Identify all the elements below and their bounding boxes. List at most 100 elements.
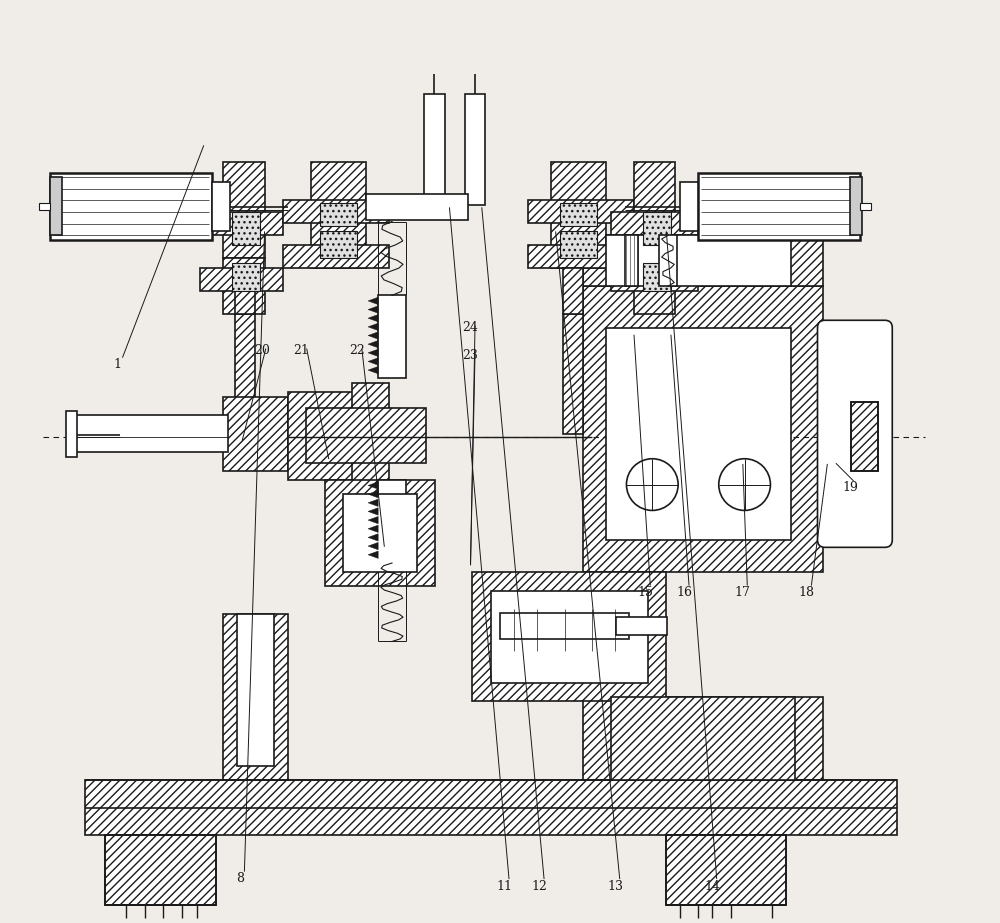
Polygon shape — [368, 323, 378, 330]
Bar — [320, 203, 357, 226]
Bar — [50, 177, 62, 235]
Bar — [616, 617, 667, 635]
Bar — [851, 402, 878, 471]
Text: 24: 24 — [463, 321, 478, 334]
Circle shape — [626, 459, 678, 510]
Bar — [680, 182, 698, 231]
Bar — [200, 212, 283, 235]
Bar — [823, 323, 888, 545]
Polygon shape — [368, 499, 378, 507]
Bar — [424, 94, 445, 205]
Bar — [105, 835, 216, 905]
Bar — [823, 323, 888, 545]
Polygon shape — [368, 306, 378, 313]
Bar — [491, 591, 648, 683]
Text: 21: 21 — [294, 344, 309, 357]
Bar — [583, 286, 823, 572]
Bar — [659, 235, 677, 286]
Polygon shape — [368, 366, 378, 374]
Polygon shape — [368, 543, 378, 550]
Text: 12: 12 — [532, 880, 548, 893]
Bar — [850, 177, 862, 235]
Bar — [212, 182, 230, 231]
Circle shape — [719, 459, 770, 510]
Bar — [851, 402, 878, 471]
Text: 23: 23 — [463, 349, 478, 362]
Bar — [606, 328, 791, 540]
Polygon shape — [368, 341, 378, 348]
Bar — [311, 162, 366, 268]
Text: 15: 15 — [638, 586, 654, 599]
Bar — [634, 162, 675, 258]
Bar — [325, 480, 435, 586]
Polygon shape — [368, 332, 378, 340]
Bar — [625, 235, 638, 286]
Bar — [232, 263, 260, 291]
Polygon shape — [368, 508, 378, 515]
FancyBboxPatch shape — [818, 320, 892, 547]
Text: 1: 1 — [113, 358, 121, 371]
Polygon shape — [368, 490, 378, 497]
Bar — [283, 245, 389, 268]
Bar — [237, 614, 274, 766]
Bar — [551, 162, 606, 268]
Bar — [465, 94, 485, 205]
Polygon shape — [368, 517, 378, 524]
Text: 19: 19 — [843, 481, 859, 494]
Bar — [611, 212, 698, 235]
Bar — [500, 613, 629, 639]
Text: 14: 14 — [704, 880, 720, 893]
Bar — [563, 268, 583, 314]
Polygon shape — [368, 551, 378, 558]
Bar — [666, 835, 786, 905]
Bar — [698, 173, 860, 240]
Bar — [583, 697, 823, 780]
Bar — [39, 203, 50, 210]
Bar — [378, 295, 406, 378]
Bar — [563, 314, 583, 434]
Bar — [606, 235, 791, 286]
Bar — [85, 780, 897, 835]
Text: 16: 16 — [677, 586, 693, 599]
Bar — [235, 291, 255, 314]
Bar — [288, 392, 366, 480]
Bar — [320, 231, 357, 258]
Polygon shape — [368, 525, 378, 533]
Polygon shape — [368, 297, 378, 305]
Bar — [611, 697, 795, 780]
Bar — [50, 173, 212, 240]
Bar — [643, 212, 671, 245]
Bar — [223, 614, 288, 780]
Bar — [352, 383, 389, 485]
Bar — [283, 200, 389, 223]
Text: 20: 20 — [254, 344, 270, 357]
Bar — [643, 263, 671, 291]
Bar — [472, 572, 666, 701]
Text: 13: 13 — [607, 880, 623, 893]
Bar — [528, 200, 634, 223]
Bar — [232, 212, 260, 245]
Text: 17: 17 — [735, 586, 751, 599]
Bar — [223, 258, 265, 314]
Bar — [366, 194, 468, 220]
Bar — [105, 835, 216, 905]
Bar — [223, 162, 265, 258]
Bar — [223, 397, 288, 471]
Bar — [343, 494, 417, 572]
Bar — [378, 480, 406, 563]
Polygon shape — [368, 349, 378, 356]
Text: 22: 22 — [349, 344, 365, 357]
Bar — [634, 258, 675, 314]
Bar — [528, 245, 634, 268]
Bar — [583, 235, 823, 286]
Bar — [75, 415, 228, 452]
Bar — [860, 203, 871, 210]
Bar — [560, 203, 597, 226]
Polygon shape — [368, 315, 378, 322]
Bar — [611, 268, 698, 291]
Text: 8: 8 — [236, 872, 244, 885]
Bar — [66, 411, 77, 457]
Bar — [666, 835, 786, 905]
Bar — [200, 268, 283, 291]
Bar — [120, 426, 244, 443]
